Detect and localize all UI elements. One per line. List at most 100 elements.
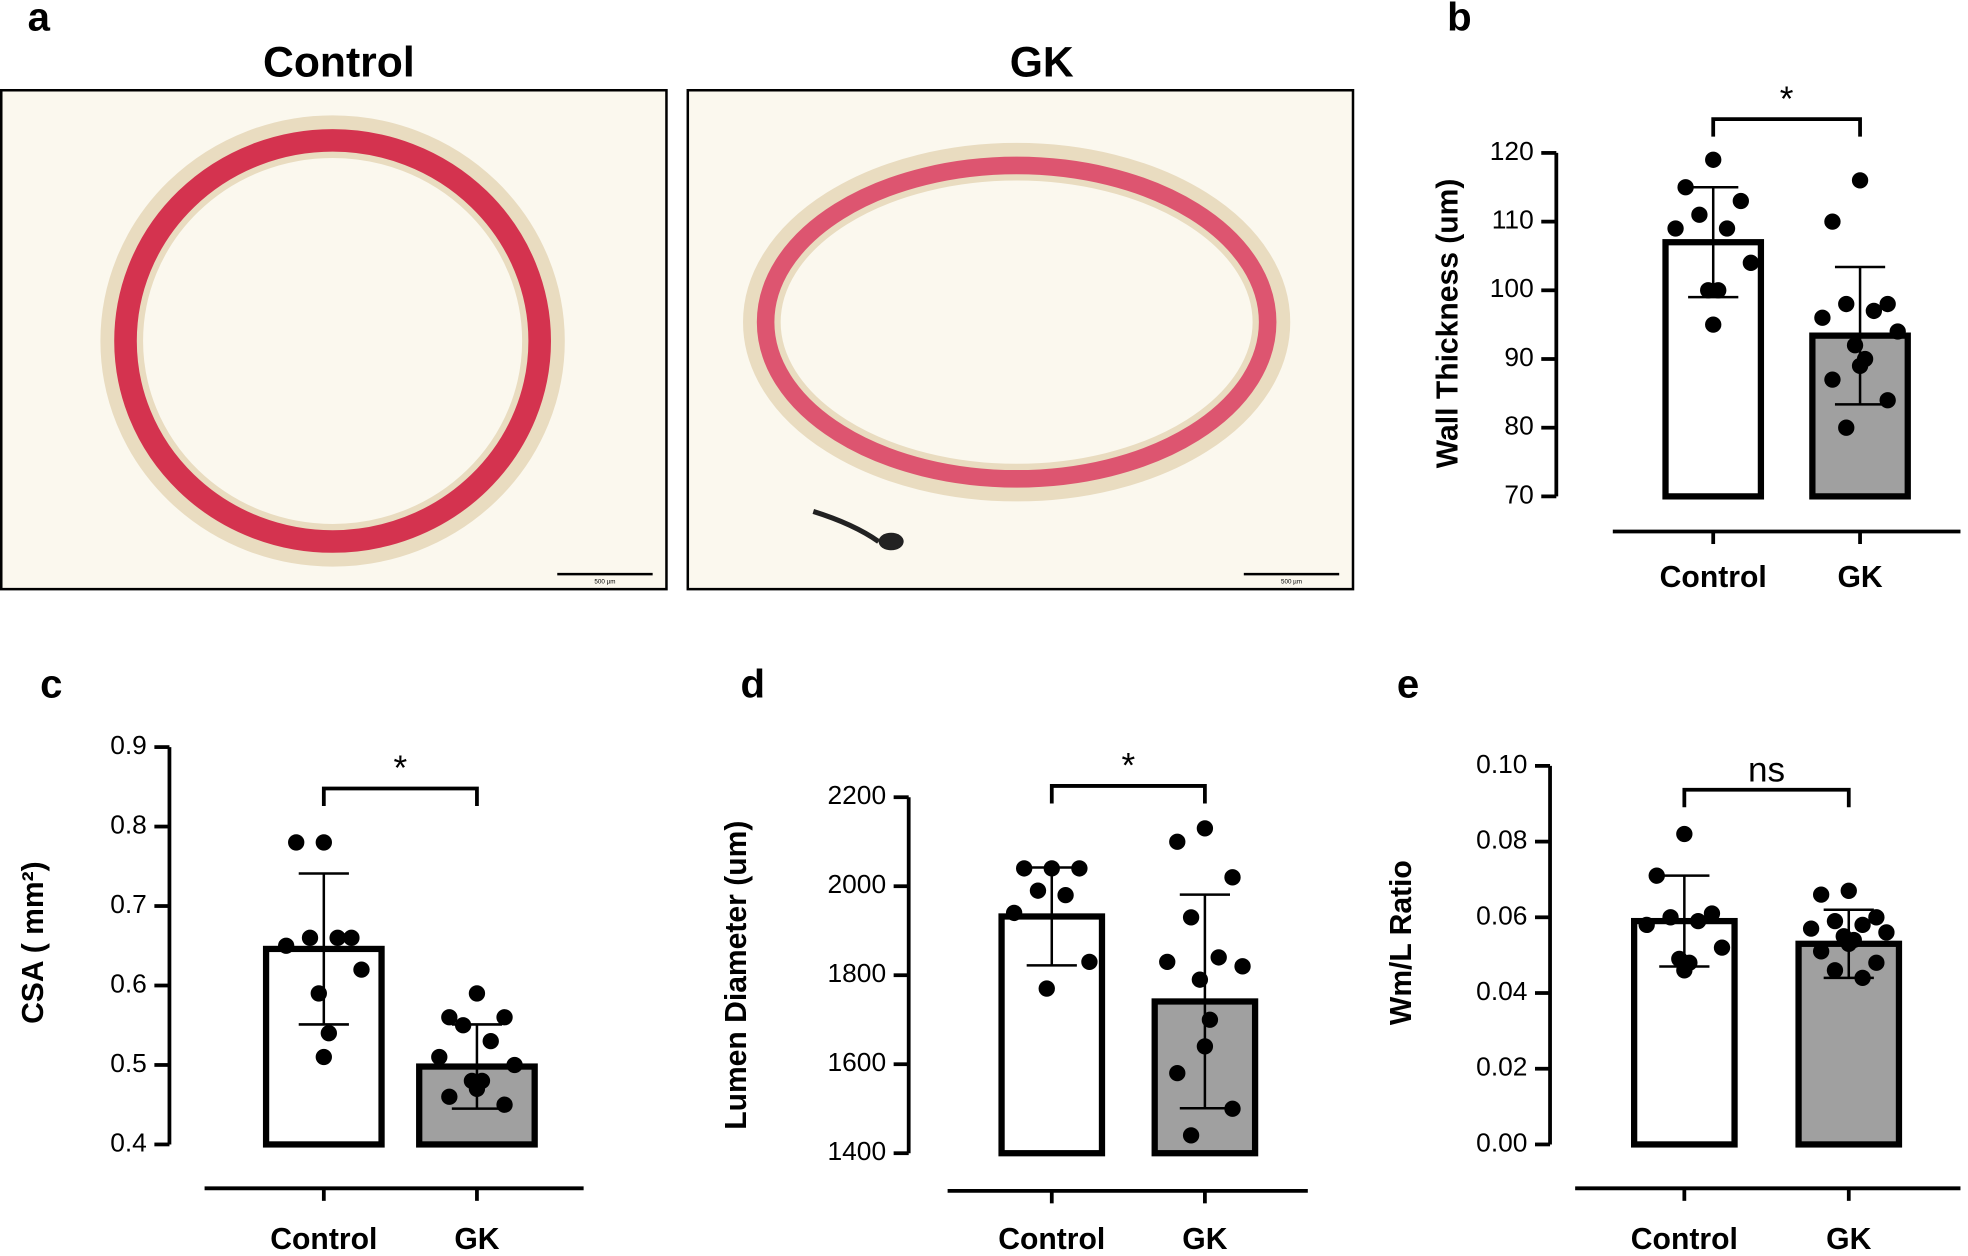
y-tick-label: 0.04 (1476, 976, 1527, 1006)
data-point (1889, 323, 1906, 340)
data-point (1210, 949, 1227, 966)
data-point (1676, 962, 1693, 979)
x-tick-label: GK (1826, 1223, 1871, 1256)
data-point (441, 1088, 458, 1105)
data-point (1689, 912, 1707, 930)
data-point (1016, 860, 1033, 877)
data-point (1667, 220, 1684, 237)
bar (262, 945, 385, 1148)
data-point (1638, 916, 1655, 934)
data-point (288, 834, 305, 851)
significance-bracket (1711, 117, 1862, 137)
debris (812, 509, 881, 544)
data-point (1713, 939, 1731, 956)
scale-bar-label: 500 µm (594, 578, 615, 585)
data-point (506, 1056, 523, 1074)
data-point (343, 929, 360, 946)
data-point (329, 929, 346, 946)
data-point (1691, 206, 1708, 223)
data-point (1169, 833, 1186, 850)
data-point (1824, 213, 1841, 230)
data-point (353, 961, 370, 978)
data-point (1854, 916, 1871, 934)
data-point (1043, 860, 1060, 877)
data-point (1814, 309, 1831, 326)
data-point (1703, 905, 1721, 922)
data-point (1865, 302, 1883, 320)
data-point (1071, 860, 1088, 877)
data-point (310, 985, 327, 1002)
x-tick-label: Control (998, 1223, 1105, 1256)
data-point (1196, 1038, 1214, 1055)
x-tick-label: GK (1837, 561, 1882, 594)
image-title: GK (1010, 38, 1074, 86)
data-point (454, 1017, 472, 1034)
data-point (1868, 909, 1885, 926)
chart-panel: e 0.00 0.02 0.04 0.06 0.08 0.10 Wm/L Ratio Contr… (1385, 662, 1961, 1256)
panel-label: b (1447, 0, 1472, 40)
y-axis-label: Lumen Diameter (um) (720, 821, 753, 1130)
y-tick-label: 90 (1504, 342, 1533, 372)
significance-label: * (394, 749, 408, 788)
data-point (1182, 909, 1200, 926)
data-point (1826, 962, 1844, 979)
significance-bracket (1682, 787, 1851, 808)
y-tick-label: 0.9 (110, 730, 147, 760)
data-point (1838, 295, 1855, 313)
scale-bar-label: 500 µm (1281, 578, 1302, 585)
y-tick-label: 1400 (827, 1136, 886, 1166)
significance-bracket (321, 786, 479, 806)
data-point (1812, 943, 1830, 960)
x-tick-label: Control (1631, 1223, 1738, 1256)
data-point (482, 1032, 499, 1050)
data-point (1718, 220, 1736, 237)
data-point (1868, 954, 1885, 971)
y-tick-label: 0.6 (110, 968, 147, 998)
data-point (1677, 179, 1694, 196)
significance-label: ns (1748, 750, 1785, 789)
y-tick-label: 110 (1492, 205, 1534, 235)
y-axis-label: CSA ( mm²) (17, 861, 50, 1024)
panel-label: c (40, 662, 62, 707)
y-tick-label: 0.5 (110, 1048, 147, 1078)
image-title: Control (263, 38, 415, 86)
data-point (1081, 953, 1098, 971)
data-point (468, 985, 486, 1002)
panel-label: a (28, 0, 51, 40)
y-axis-label: Wall Thickness (um) (1432, 179, 1465, 469)
x-tick-label: Control (1660, 561, 1767, 594)
panel-a: a Control GK 500 µm 500 µm (0, 0, 1355, 591)
y-tick-label: 0.10 (1476, 749, 1527, 779)
y-tick-label: 0.08 (1476, 825, 1527, 855)
y-tick-label: 0.4 (110, 1127, 147, 1157)
vessel-wall (114, 129, 551, 553)
data-point (1854, 969, 1871, 987)
data-point (1038, 980, 1055, 997)
data-point (1802, 920, 1820, 937)
data-point (1676, 825, 1693, 843)
y-tick-label: 100 (1490, 273, 1534, 303)
data-point (1182, 1127, 1200, 1144)
y-tick-label: 120 (1490, 136, 1534, 166)
data-point (1224, 1100, 1241, 1117)
y-tick-label: 80 (1504, 411, 1533, 441)
data-point (1705, 151, 1722, 168)
data-point (301, 929, 319, 946)
data-point (1878, 924, 1895, 941)
y-tick-label: 0.00 (1476, 1127, 1527, 1157)
data-point (1029, 882, 1047, 899)
data-point (1840, 882, 1857, 899)
data-point (1879, 392, 1896, 409)
data-point (1851, 172, 1869, 189)
y-tick-label: 70 (1504, 479, 1533, 509)
data-point (496, 1096, 513, 1113)
data-point (1201, 1011, 1219, 1028)
y-tick-label: 2200 (827, 780, 886, 810)
data-point (1662, 909, 1679, 926)
significance-label: * (1780, 80, 1794, 119)
data-point (1840, 935, 1857, 952)
y-tick-label: 2000 (827, 869, 886, 899)
significance-bracket (1049, 784, 1207, 804)
